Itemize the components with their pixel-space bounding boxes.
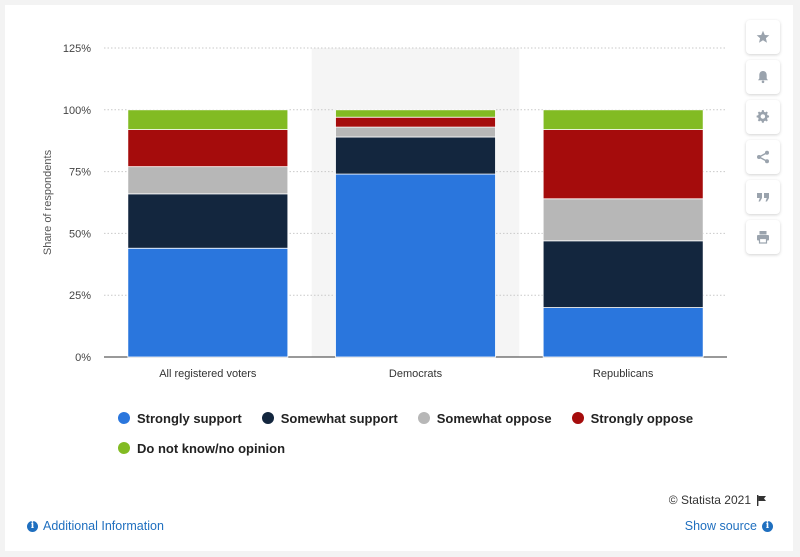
bar-segment[interactable] [335,126,496,138]
flag-icon[interactable] [756,494,767,506]
bar-segment[interactable] [127,109,289,130]
legend-item[interactable]: Do not know/no opinion [118,438,285,458]
legend-item[interactable]: Strongly oppose [571,408,694,428]
bar-segment[interactable] [542,129,704,200]
print-icon [757,231,769,244]
legend-label: Somewhat oppose [436,410,552,426]
share-icon [757,150,769,164]
info-icon: i [27,520,38,532]
y-tick-label: 0% [75,352,91,364]
bell-icon [758,71,768,84]
bar-segment[interactable] [335,136,496,175]
bar-segment[interactable] [127,247,289,358]
bar-segment[interactable] [335,109,496,118]
bar-segment[interactable] [542,307,704,358]
additional-information-link[interactable]: i Additional Information [27,519,164,533]
legend-label: Strongly support [137,410,242,426]
bar-segment[interactable] [127,166,289,195]
legend-marker [261,412,274,424]
x-tick-label: Republicans [593,368,654,380]
chart: 0% 25% 50% 75% 100% 125% Share of respondents A… [42,43,727,380]
show-source-label: Show source [684,519,757,533]
y-axis-title: Share of respondents [42,149,54,255]
bar-segment[interactable] [542,198,704,242]
y-tick-label: 100% [63,105,91,117]
legend-item[interactable]: Strongly support [118,408,242,428]
chart-legend: Strongly support Somewhat support Somewhat… [118,408,738,458]
x-tick-label: All registered voters [159,368,257,380]
bar-segment[interactable] [335,116,496,128]
notification-button[interactable] [746,60,780,94]
gear-icon [756,110,770,123]
copyright: © Statista 2021 [669,493,767,507]
show-source-link[interactable]: Show source i [685,519,773,533]
legend-label: Somewhat support [280,410,398,426]
legend-label: Do not know/no opinion [137,440,286,456]
y-tick-label: 125% [63,43,91,55]
legend-marker [118,442,130,454]
legend-item[interactable]: Somewhat oppose [417,408,552,428]
star-icon [756,30,770,43]
additional-information-label: Additional Information [43,519,164,533]
quote-icon [757,193,769,202]
copyright-text: © Statista 2021 [668,493,751,507]
info-icon: i [762,520,773,532]
legend-marker [571,412,584,424]
legend-item[interactable]: Somewhat support [261,408,398,428]
bar-segment[interactable] [127,193,289,249]
y-tick-label: 50% [69,228,91,240]
side-toolbar [746,20,780,254]
bar-segment[interactable] [542,109,704,130]
settings-button[interactable] [746,100,780,134]
legend-label: Strongly oppose [590,410,694,426]
y-tick-label: 75% [69,167,91,179]
cite-button[interactable] [746,180,780,214]
chart-card: 0% 25% 50% 75% 100% 125% Share of respondents A… [5,5,793,551]
y-tick-label: 25% [69,290,91,302]
legend-marker [118,412,130,424]
print-button[interactable] [746,220,780,254]
share-button[interactable] [746,140,780,174]
x-tick-label: Democrats [389,368,443,380]
favorite-button[interactable] [746,20,780,54]
legend-marker [417,412,430,424]
bar-segment[interactable] [127,129,289,168]
bar-segment[interactable] [542,240,704,308]
bar-segment[interactable] [335,173,496,358]
